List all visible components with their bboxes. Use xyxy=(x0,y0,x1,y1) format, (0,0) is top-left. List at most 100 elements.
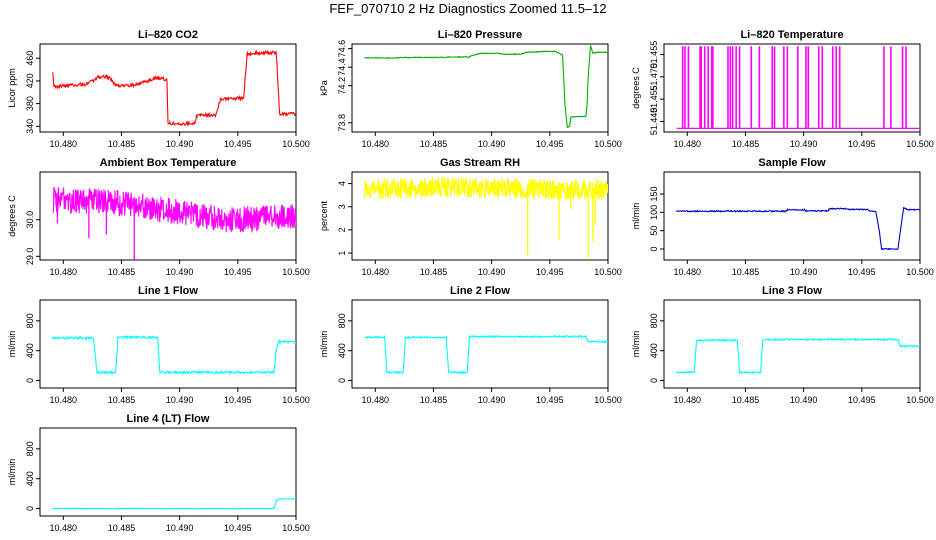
series-line xyxy=(676,337,920,375)
y-tick-label: 0 xyxy=(649,246,659,251)
x-tick-label: 10.500 xyxy=(594,395,622,405)
x-tick-label: 10.485 xyxy=(420,139,448,149)
y-tick-label: 1 xyxy=(337,251,347,256)
y-tick-label: 800 xyxy=(337,313,347,328)
x-tick-label: 10.480 xyxy=(674,139,702,149)
x-tick-label: 10.480 xyxy=(674,267,702,277)
panel-8: Line 2 Flow 10.480 10.485 10.490 10.495 10.50… xyxy=(319,285,622,405)
y-tick-label: 0 xyxy=(337,378,347,383)
series-group xyxy=(52,497,296,510)
figure-title: FEF_070710 2 Hz Diagnostics Zoomed 11.5–… xyxy=(329,1,607,16)
x-tick-label: 10.490 xyxy=(478,139,506,149)
series-group xyxy=(364,334,608,375)
y-axis-label: ml/min xyxy=(631,331,641,358)
x-tick-label: 10.490 xyxy=(166,139,194,149)
y-tick-label: 3 xyxy=(337,204,347,209)
panel-10: Line 4 (LT) Flow 10.480 10.485 10.490 10.495… xyxy=(7,413,310,533)
y-axis-label: ml/min xyxy=(631,203,641,230)
x-tick-label: 10.480 xyxy=(362,267,390,277)
panel-title: Gas Stream RH xyxy=(440,157,520,169)
x-tick-label: 10.480 xyxy=(362,139,390,149)
series-group xyxy=(52,49,296,126)
y-tick-label: 51.455 xyxy=(649,41,659,69)
x-tick-label: 10.495 xyxy=(224,267,252,277)
x-tick-label: 10.485 xyxy=(420,395,448,405)
y-axis-label: degrees C xyxy=(631,67,641,109)
y-tick-label: 50 xyxy=(649,226,659,236)
x-tick-label: 10.490 xyxy=(790,267,818,277)
panel-title: Line 3 Flow xyxy=(762,285,822,297)
y-tick-label: 420 xyxy=(25,73,35,88)
x-tick-label: 10.500 xyxy=(282,395,310,405)
x-tick-label: 10.485 xyxy=(108,267,136,277)
panel-title: Ambient Box Temperature xyxy=(100,157,237,169)
y-axis-label: ml/min xyxy=(319,331,329,358)
x-tick-label: 10.490 xyxy=(166,523,194,533)
panel-4: Ambient Box Temperature 10.480 10.485 10.49… xyxy=(7,157,310,277)
y-tick-label: 4 xyxy=(337,181,347,186)
series-group xyxy=(364,176,608,258)
series-line xyxy=(364,176,608,200)
x-tick-label: 10.500 xyxy=(594,139,622,149)
panel-title: Line 2 Flow xyxy=(450,285,510,297)
y-tick-label: 0 xyxy=(25,378,35,383)
x-tick-label: 10.495 xyxy=(224,523,252,533)
y-tick-label: 800 xyxy=(25,313,35,328)
plot-frame xyxy=(663,299,921,389)
series-group xyxy=(676,46,920,129)
y-tick-label: 800 xyxy=(25,441,35,456)
y-tick-label: 74.2 xyxy=(337,77,347,95)
x-tick-label: 10.485 xyxy=(108,139,136,149)
x-tick-label: 10.480 xyxy=(674,395,702,405)
panel-1: Li–820 CO2 10.480 10.485 10.490 10.495 10.500… xyxy=(7,29,310,149)
series-line xyxy=(52,497,296,510)
y-axis-label: kPa xyxy=(319,80,329,96)
y-tick-label: 51.455 xyxy=(649,85,659,113)
series-line xyxy=(364,44,608,128)
y-tick-label: 73.8 xyxy=(337,114,347,132)
series-line xyxy=(364,334,608,375)
x-tick-label: 10.480 xyxy=(362,395,390,405)
x-tick-label: 10.495 xyxy=(848,267,876,277)
y-tick-label: 400 xyxy=(25,471,35,486)
x-tick-label: 10.485 xyxy=(108,395,136,405)
x-tick-label: 10.495 xyxy=(536,395,564,405)
x-tick-label: 10.495 xyxy=(536,267,564,277)
y-tick-label: 800 xyxy=(649,313,659,328)
y-tick-label: 400 xyxy=(649,343,659,358)
panel-title: Li–820 Pressure xyxy=(438,29,522,41)
panel-7: Line 1 Flow 10.480 10.485 10.490 10.495 10.50… xyxy=(7,285,310,405)
panel-title: Li–820 CO2 xyxy=(138,29,198,41)
x-tick-label: 10.500 xyxy=(594,267,622,277)
series-group xyxy=(676,207,920,251)
x-tick-label: 10.490 xyxy=(478,267,506,277)
series-group xyxy=(364,44,608,128)
y-tick-label: 380 xyxy=(25,96,35,111)
y-axis-label: percent xyxy=(319,200,329,231)
series-line xyxy=(52,334,296,376)
series-line xyxy=(52,187,296,234)
x-tick-label: 10.500 xyxy=(282,523,310,533)
x-tick-label: 10.480 xyxy=(50,523,78,533)
y-tick-label: 100 xyxy=(649,205,659,220)
x-tick-label: 10.485 xyxy=(420,267,448,277)
y-tick-label: 74.4 xyxy=(337,58,347,76)
panel-9: Line 3 Flow 10.480 10.485 10.490 10.495 10.50… xyxy=(631,285,934,405)
x-tick-label: 10.490 xyxy=(790,139,818,149)
y-axis-label: ml/min xyxy=(7,459,17,486)
x-tick-label: 10.480 xyxy=(50,267,78,277)
y-tick-label: 460 xyxy=(25,51,35,66)
series-group xyxy=(676,337,920,375)
series-group xyxy=(52,187,296,260)
y-tick-label: 51.470 xyxy=(649,63,659,91)
plot-frame xyxy=(39,43,297,133)
y-tick-label: 0 xyxy=(25,506,35,511)
x-tick-label: 10.480 xyxy=(50,395,78,405)
x-tick-label: 10.500 xyxy=(282,267,310,277)
x-tick-label: 10.485 xyxy=(108,523,136,533)
panel-title: Sample Flow xyxy=(758,157,826,169)
y-tick-label: 2 xyxy=(337,227,347,232)
x-tick-label: 10.500 xyxy=(906,395,934,405)
panel-title: Line 1 Flow xyxy=(138,285,198,297)
